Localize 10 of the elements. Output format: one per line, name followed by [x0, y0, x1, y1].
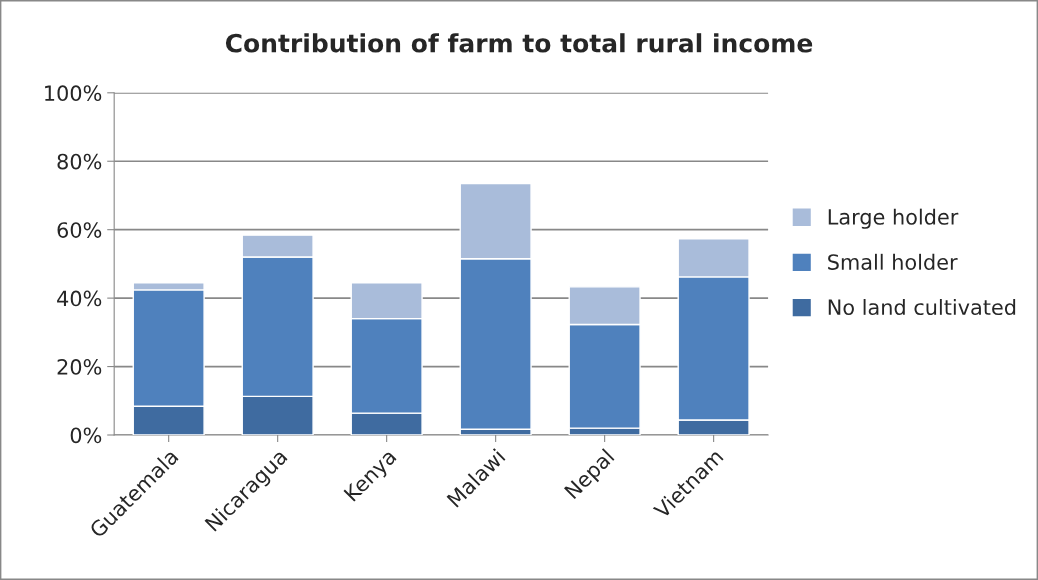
y-tick-label: 100%: [45, 85, 102, 102]
y-tick-label: 20%: [57, 359, 102, 375]
legend-label: Small holder: [828, 253, 958, 270]
y-tick-label: 40%: [57, 290, 102, 307]
legend-label: Large holder: [828, 208, 959, 229]
y-tick-label: 80%: [57, 153, 102, 170]
y-tick-label: 60%: [57, 222, 102, 238]
legend-label: No land cultivated: [828, 298, 1016, 316]
chart-title: Contribution of farm to total rural income: [225, 33, 813, 53]
y-tick-label: 0%: [70, 427, 102, 444]
